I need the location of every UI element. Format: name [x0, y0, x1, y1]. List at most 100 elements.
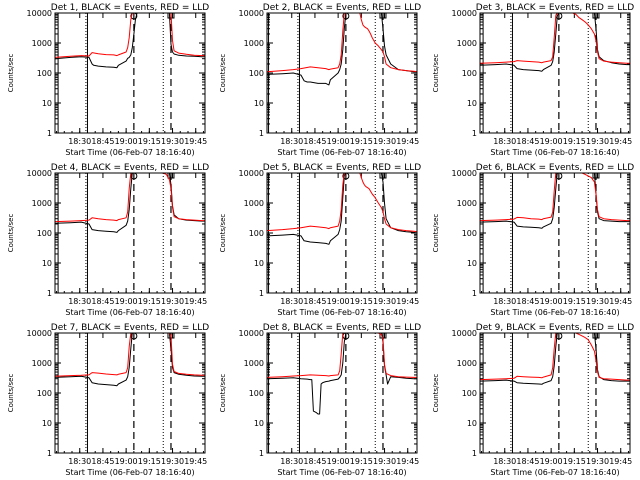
series-line-events: [480, 333, 630, 385]
x-tick-label: 19:45: [609, 457, 632, 466]
y-tick-label: 1000: [244, 39, 264, 48]
y-tick-label: 100: [249, 229, 264, 238]
x-axis-label: Start Time (06-Feb-07 18:16:40): [65, 468, 194, 477]
y-tick-label: 1000: [244, 359, 264, 368]
y-tick-label: 100: [37, 229, 52, 238]
x-tick-label: 19:45: [396, 137, 419, 146]
x-tick-label: 19:30: [161, 297, 184, 306]
series-line-events: [267, 13, 417, 86]
y-tick-label: 100: [462, 389, 477, 398]
x-tick-label: 19:45: [184, 457, 207, 466]
time-markers: [268, 173, 384, 293]
x-tick-label: 19:15: [138, 137, 161, 146]
chart-title: Det 2, BLACK = Events, RED = LLD: [263, 3, 422, 13]
chart-panel-9: Det 9, BLACK = Events, RED = LLD Counts/s…: [432, 323, 634, 477]
x-tick-label: 18:45: [303, 297, 326, 306]
y-tick-label: 10: [254, 99, 264, 108]
chart-panel-7: Det 7, BLACK = Events, RED = LLD Counts/s…: [7, 323, 209, 477]
series-line-lld: [267, 13, 417, 73]
series-group: [55, 333, 205, 387]
x-axis-label: Start Time (06-Feb-07 18:16:40): [65, 148, 194, 157]
y-tick-label: 10: [42, 419, 52, 428]
y-tick-label: 1: [472, 129, 477, 138]
chart-title: Det 6, BLACK = Events, RED = LLD: [476, 163, 635, 173]
series-group: [267, 333, 417, 415]
y-tick-label: 1: [259, 449, 264, 458]
series-line-lld: [480, 333, 630, 381]
x-tick-label: 19:00: [115, 137, 138, 146]
time-markers: [57, 333, 172, 453]
x-tick-label: 19:30: [373, 137, 396, 146]
x-tick-label: 19:45: [184, 137, 207, 146]
series-line-events: [267, 333, 417, 415]
y-tick-label: 10000: [452, 169, 477, 178]
y-axis-label: Counts/sec: [432, 54, 440, 93]
chart-title: Det 7, BLACK = Events, RED = LLD: [51, 323, 210, 333]
series-line-events: [55, 13, 205, 69]
chart-panel-5: Det 5, BLACK = Events, RED = LLD Counts/s…: [219, 163, 421, 317]
y-tick-label: 10000: [452, 9, 477, 18]
y-tick-label: 1: [472, 449, 477, 458]
x-tick-label: 18:30: [68, 297, 91, 306]
series-line-lld: [55, 173, 205, 223]
plot-frame: [54, 172, 206, 294]
series-group: [267, 173, 417, 245]
x-tick-label: 19:00: [327, 457, 350, 466]
y-tick-label: 10: [42, 99, 52, 108]
x-tick-label: 19:30: [161, 137, 184, 146]
plot-frame: [54, 12, 206, 134]
x-tick-label: 19:00: [115, 457, 138, 466]
series-group: [55, 13, 205, 69]
time-markers: [482, 333, 597, 453]
x-tick-label: 18:30: [68, 137, 91, 146]
y-tick-label: 1000: [32, 359, 52, 368]
time-markers: [57, 173, 172, 293]
x-axis-label: Start Time (06-Feb-07 18:16:40): [65, 308, 194, 317]
series-group: [480, 333, 630, 385]
y-tick-label: 10000: [27, 169, 52, 178]
chart-title: Det 9, BLACK = Events, RED = LLD: [476, 323, 635, 333]
y-tick-label: 100: [249, 69, 264, 78]
plot-frame: [266, 332, 418, 454]
plot-frame: [479, 172, 631, 294]
x-tick-label: 19:00: [327, 137, 350, 146]
time-markers: [482, 173, 597, 293]
x-axis-label: Start Time (06-Feb-07 18:16:40): [277, 468, 406, 477]
chart-panel-6: Det 6, BLACK = Events, RED = LLD Counts/s…: [432, 163, 634, 317]
x-axis-label: Start Time (06-Feb-07 18:16:40): [277, 148, 406, 157]
y-tick-label: 10: [467, 419, 477, 428]
x-tick-label: 18:30: [280, 137, 303, 146]
x-tick-label: 18:45: [516, 297, 539, 306]
chart-title: Det 1, BLACK = Events, RED = LLD: [51, 3, 210, 13]
plot-frame: [479, 12, 631, 134]
x-tick-label: 18:45: [303, 457, 326, 466]
plot-frame: [479, 332, 631, 454]
y-tick-label: 1: [472, 289, 477, 298]
y-tick-label: 100: [249, 389, 264, 398]
y-tick-label: 1000: [32, 39, 52, 48]
chart-panel-3: Det 3, BLACK = Events, RED = LLD Counts/s…: [432, 3, 634, 157]
y-tick-label: 10000: [239, 169, 264, 178]
time-markers: [268, 13, 384, 133]
chart-title: Det 8, BLACK = Events, RED = LLD: [263, 323, 422, 333]
plot-frame: [54, 332, 206, 454]
x-tick-label: 19:15: [350, 457, 373, 466]
time-markers: [482, 13, 597, 133]
x-tick-label: 18:30: [493, 137, 516, 146]
y-tick-label: 10000: [239, 9, 264, 18]
y-tick-label: 1000: [244, 199, 264, 208]
x-tick-label: 19:30: [373, 297, 396, 306]
chart-panel-1: Det 1, BLACK = Events, RED = LLD Counts/s…: [7, 3, 209, 157]
x-tick-label: 19:30: [373, 457, 396, 466]
y-tick-label: 10000: [239, 329, 264, 338]
x-tick-label: 19:15: [563, 457, 586, 466]
x-tick-label: 19:00: [540, 137, 563, 146]
x-tick-label: 18:45: [516, 137, 539, 146]
series-line-lld: [267, 173, 417, 233]
x-tick-label: 19:00: [540, 297, 563, 306]
y-tick-label: 1000: [457, 359, 477, 368]
x-tick-label: 18:45: [91, 137, 114, 146]
x-tick-label: 18:45: [516, 457, 539, 466]
